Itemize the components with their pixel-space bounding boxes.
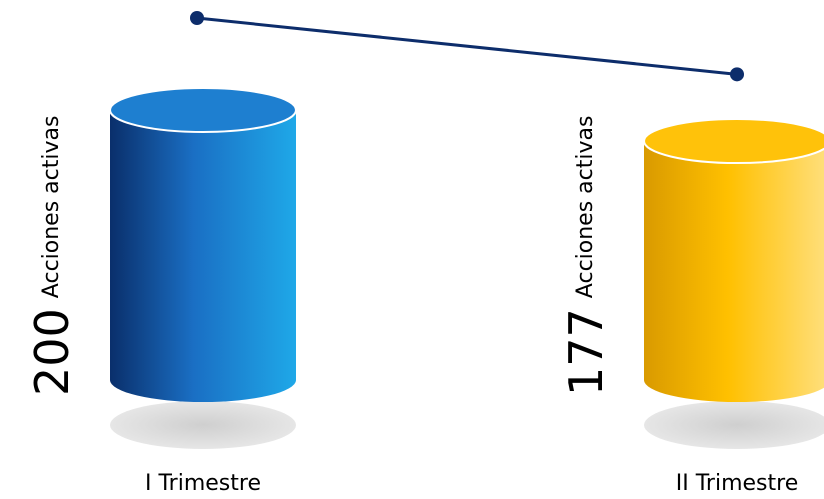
trend-line [196, 16, 738, 76]
labels-layer: 200 Acciones activas I Trimestre 177 Accione… [25, 116, 798, 496]
trend-point-2 [730, 67, 744, 82]
bar-1 [110, 110, 296, 402]
trend-point-1 [190, 11, 204, 25]
bar-2 [644, 141, 824, 402]
bar-1-top [109, 87, 297, 133]
category-label: II Trimestre [676, 471, 798, 496]
bar-2-top [643, 118, 824, 165]
category-label: I Trimestre [145, 471, 261, 496]
value-number: 177 [559, 308, 613, 396]
value-unit-label: Acciones activas [39, 116, 64, 299]
value-label: 200 Acciones activas [25, 116, 79, 396]
bar-shadow [110, 401, 296, 449]
bar-shadow [644, 401, 824, 449]
trend-layer [190, 11, 744, 82]
value-number: 200 [25, 308, 79, 396]
bars-layer [109, 87, 824, 449]
value-label: 177 Acciones activas [559, 116, 613, 396]
value-unit-label: Acciones activas [573, 116, 598, 299]
